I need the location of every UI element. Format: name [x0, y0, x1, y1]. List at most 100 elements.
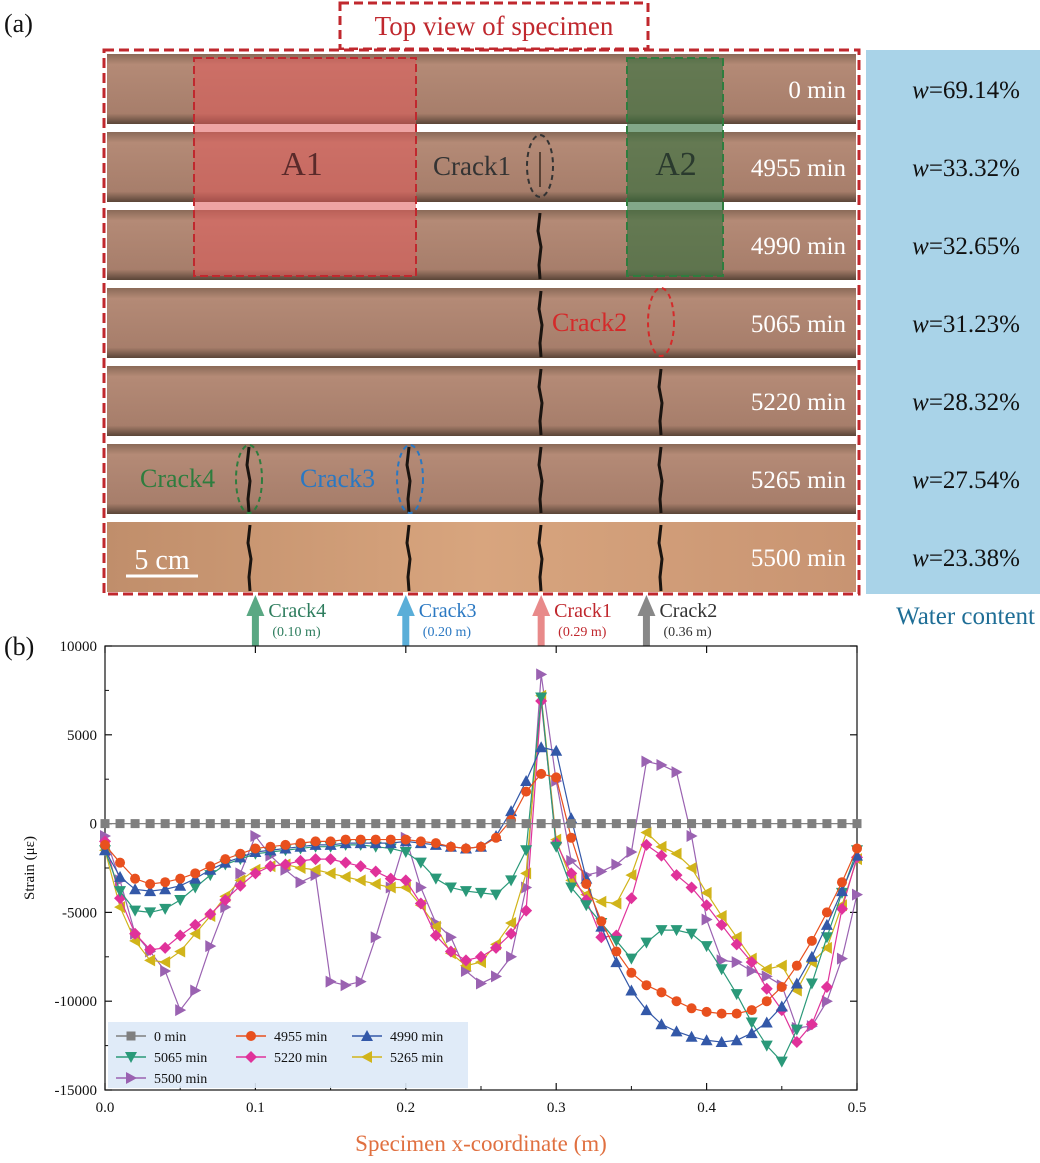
photo-crack — [536, 212, 543, 280]
data-point — [476, 841, 486, 852]
data-point — [204, 908, 217, 921]
legend-marker — [125, 1052, 137, 1063]
data-point — [401, 819, 411, 829]
photo-crack — [246, 524, 253, 592]
x-tick-label: 0.2 — [396, 1100, 415, 1116]
title-box — [338, 1, 650, 51]
data-point — [250, 843, 261, 854]
data-point — [294, 854, 307, 867]
photo-crack — [245, 446, 252, 514]
data-point — [835, 885, 848, 897]
data-point — [505, 875, 518, 887]
data-point — [670, 869, 683, 882]
legend-marker — [126, 1031, 136, 1041]
data-point — [219, 893, 232, 906]
data-point — [836, 952, 848, 965]
water-content-value: w=69.14% — [912, 77, 1020, 104]
data-point — [370, 834, 381, 845]
data-point — [130, 873, 141, 884]
data-point — [626, 846, 638, 859]
data-point — [159, 883, 172, 895]
data-point — [521, 881, 533, 894]
data-point — [535, 741, 548, 753]
plot-area — [104, 645, 858, 1091]
data-point — [775, 1000, 788, 1012]
data-point — [685, 862, 697, 874]
data-point — [265, 819, 275, 829]
y-tick-label: 10000 — [60, 639, 98, 655]
crack-arrow-name: Crack3 — [419, 600, 477, 622]
data-point — [595, 895, 607, 908]
crack-arrow-position: (0.36 m) — [663, 625, 712, 640]
data-point — [836, 877, 847, 888]
data-point — [625, 984, 638, 996]
data-point — [700, 1034, 713, 1046]
data-point — [265, 841, 276, 852]
data-point — [369, 865, 382, 878]
data-point — [730, 931, 742, 944]
data-point — [610, 935, 623, 947]
data-point — [144, 885, 157, 897]
data-point — [220, 819, 230, 829]
panel-a: (a) Top view of specimen Water content 0… — [4, 1, 1040, 630]
data-point — [339, 856, 352, 869]
data-point — [189, 918, 202, 931]
data-point — [820, 941, 832, 954]
data-point — [114, 870, 127, 882]
data-point — [190, 984, 202, 997]
photo-crack — [537, 524, 544, 592]
strip-time-label: 5500 min — [751, 545, 847, 572]
data-point — [536, 668, 548, 681]
data-point — [640, 1004, 653, 1016]
data-point — [820, 918, 833, 930]
data-point — [701, 1006, 712, 1017]
data-point — [716, 1008, 727, 1019]
data-point — [730, 989, 743, 1001]
data-point — [852, 843, 862, 854]
data-point — [521, 819, 531, 829]
data-point — [491, 819, 501, 829]
data-point — [626, 819, 636, 829]
data-point — [791, 960, 802, 971]
photo-crack — [657, 368, 664, 436]
panel-b-label: (b) — [4, 632, 34, 661]
photo-frame — [102, 48, 861, 596]
legend-marker — [361, 1051, 372, 1063]
data-point — [732, 819, 742, 829]
data-point — [160, 877, 171, 888]
x-tick-label: 0.1 — [246, 1100, 265, 1116]
data-point — [581, 819, 591, 829]
data-point — [340, 834, 351, 845]
data-point — [476, 819, 486, 829]
data-point — [822, 819, 832, 829]
data-point — [429, 873, 442, 885]
data-point — [356, 819, 366, 829]
data-point — [160, 819, 170, 829]
photo-crack — [405, 446, 412, 514]
data-point — [566, 854, 578, 867]
strip-time-label: 5265 min — [751, 467, 847, 494]
crack3-label: Crack3 — [300, 464, 375, 493]
crack-arrow-head — [532, 595, 551, 616]
data-point — [174, 879, 187, 891]
data-point — [490, 889, 503, 901]
data-point — [490, 941, 503, 954]
strip-time-label: 5220 min — [751, 389, 847, 416]
crack2-ellipse — [647, 287, 675, 357]
data-point — [280, 819, 290, 829]
data-point — [415, 836, 426, 847]
data-point — [625, 869, 637, 882]
data-point — [310, 836, 321, 847]
y-tick-label: -5000 — [62, 905, 97, 921]
data-point — [205, 861, 216, 872]
data-point — [702, 819, 712, 829]
crack1-ellipse — [526, 134, 554, 198]
data-point — [641, 980, 652, 991]
y-tick-label: -15000 — [55, 1083, 98, 1099]
data-point — [460, 843, 471, 854]
data-point — [520, 845, 533, 857]
data-point — [626, 967, 637, 978]
data-point — [414, 857, 427, 869]
data-point — [175, 1004, 187, 1017]
data-point — [476, 977, 487, 990]
